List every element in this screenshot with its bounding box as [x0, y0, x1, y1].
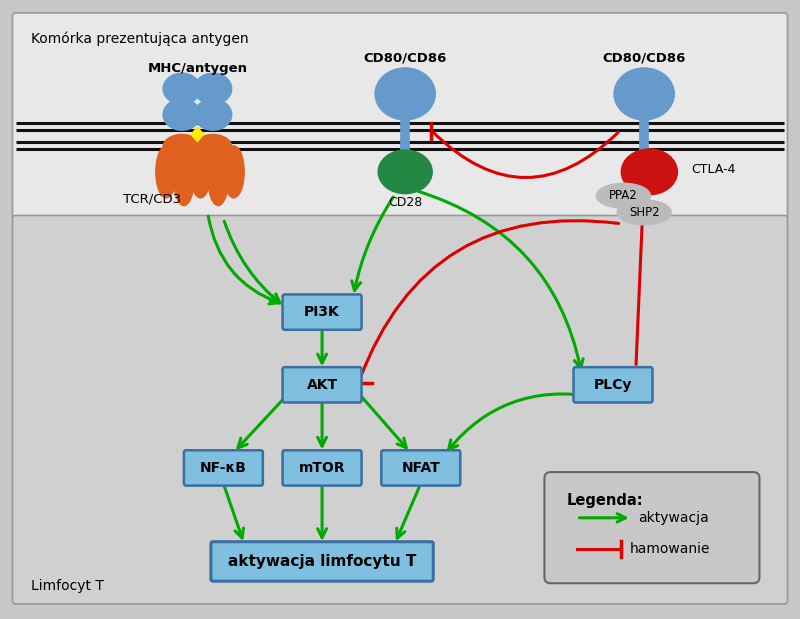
FancyBboxPatch shape — [282, 450, 362, 485]
FancyBboxPatch shape — [184, 450, 263, 485]
Ellipse shape — [378, 150, 432, 194]
Ellipse shape — [194, 73, 232, 105]
FancyBboxPatch shape — [211, 542, 434, 581]
Text: NFAT: NFAT — [402, 461, 440, 475]
Ellipse shape — [163, 134, 201, 159]
Text: MHC/antygen: MHC/antygen — [147, 63, 247, 76]
Text: hamowanie: hamowanie — [630, 542, 710, 556]
Text: Limfocyt T: Limfocyt T — [31, 579, 104, 592]
FancyBboxPatch shape — [13, 13, 787, 222]
Text: PLCy: PLCy — [594, 378, 632, 392]
Text: aktywacja limfocytu T: aktywacja limfocytu T — [228, 554, 416, 569]
Ellipse shape — [223, 146, 244, 198]
Text: CD80/CD86: CD80/CD86 — [602, 52, 686, 65]
Text: AKT: AKT — [306, 378, 338, 392]
Ellipse shape — [375, 68, 435, 120]
Ellipse shape — [208, 149, 229, 206]
Ellipse shape — [163, 73, 201, 105]
FancyBboxPatch shape — [282, 295, 362, 330]
Ellipse shape — [174, 149, 194, 206]
FancyBboxPatch shape — [574, 367, 653, 402]
Polygon shape — [191, 127, 204, 142]
Text: SHP2: SHP2 — [629, 206, 659, 219]
Text: Legenda:: Legenda: — [566, 493, 643, 508]
Ellipse shape — [617, 200, 671, 225]
Ellipse shape — [163, 99, 201, 130]
Ellipse shape — [622, 149, 678, 195]
Ellipse shape — [614, 68, 674, 120]
FancyBboxPatch shape — [13, 215, 787, 604]
Text: aktywacja: aktywacja — [638, 511, 709, 525]
Text: NF-κB: NF-κB — [200, 461, 247, 475]
Text: CD80/CD86: CD80/CD86 — [363, 52, 447, 65]
Text: PPA2: PPA2 — [609, 189, 638, 202]
Ellipse shape — [194, 99, 232, 130]
Text: CTLA-4: CTLA-4 — [691, 163, 735, 176]
Text: TCR/CD3: TCR/CD3 — [122, 193, 181, 206]
Text: mTOR: mTOR — [298, 461, 346, 475]
FancyBboxPatch shape — [382, 450, 460, 485]
Text: CD28: CD28 — [388, 196, 422, 209]
Ellipse shape — [596, 183, 650, 208]
FancyBboxPatch shape — [545, 472, 759, 583]
Ellipse shape — [156, 146, 177, 198]
Text: Komórka prezentująca antygen: Komórka prezentująca antygen — [31, 32, 249, 46]
Ellipse shape — [190, 146, 211, 198]
FancyBboxPatch shape — [282, 367, 362, 402]
Ellipse shape — [194, 134, 232, 159]
Text: PI3K: PI3K — [304, 305, 340, 319]
